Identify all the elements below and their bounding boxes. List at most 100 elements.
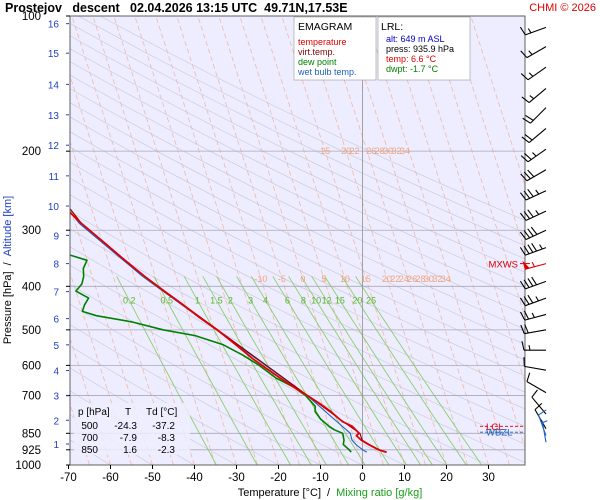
isotherm-label: 32	[432, 274, 442, 284]
isotherm-label: 22	[349, 146, 359, 156]
barb-flag	[523, 211, 531, 220]
x-tick-label: -50	[144, 472, 161, 484]
barb-half-flag	[528, 345, 531, 351]
barb-half-flag	[539, 244, 543, 250]
barb-flag	[520, 192, 527, 201]
barb-staff	[527, 66, 547, 81]
table-cell: -7.9	[120, 433, 138, 444]
barb-flag	[527, 169, 535, 178]
dry-adiabat	[70, 61, 525, 287]
barb-staff	[524, 263, 547, 270]
isotherm-label: 10	[340, 274, 350, 284]
barb-half-flag	[535, 296, 539, 302]
mixing-ratio-line	[355, 276, 483, 465]
wind-barb	[526, 372, 547, 394]
mixing-ratio-label: 4	[263, 295, 268, 305]
axes: 1002003004005006007008509251000123456789…	[15, 11, 526, 484]
altitude-tick-label: 15	[48, 49, 60, 60]
isotherm-line	[281, 16, 426, 465]
barb-half-flag	[532, 152, 537, 157]
isotherm-label: 30	[424, 274, 434, 284]
mixing-ratio-line	[341, 276, 467, 465]
isotherm-label: 20	[382, 274, 392, 284]
barb-flag	[523, 171, 531, 180]
barb-flag	[524, 152, 532, 160]
barb-flag	[523, 190, 531, 199]
isotherm-line	[365, 16, 510, 465]
y-tick-label: 1000	[15, 460, 41, 472]
y-tick-label: 600	[22, 360, 41, 372]
x-tick-label: -60	[102, 472, 119, 484]
wind-barb	[520, 189, 547, 201]
barb-flag	[534, 402, 543, 411]
altitude-tick-label: 14	[48, 80, 60, 91]
mixing-ratio-label: 1.5	[210, 295, 223, 305]
x-tick-label: 30	[482, 472, 495, 484]
barb-flag	[523, 310, 530, 320]
isotherm-label: 26	[407, 274, 417, 284]
level-marker-label: MXWS	[488, 260, 518, 271]
y-axis-title: Pressure [hPa]/Altitude [km]	[2, 196, 14, 344]
barb-half-flag	[531, 261, 535, 267]
dry-adiabat	[100, 16, 525, 221]
x-tick-label: -40	[186, 472, 203, 484]
barb-flag	[523, 230, 531, 239]
isotherm-line	[197, 16, 342, 465]
wind-barb	[521, 88, 547, 104]
barb-flag	[523, 245, 530, 255]
y-tick-label: 500	[22, 325, 41, 337]
dry-adiabat	[70, 35, 525, 260]
isotherm-label: 20	[341, 146, 351, 156]
barb-flag	[520, 155, 529, 163]
wind-barb	[520, 324, 547, 335]
barb-flag	[527, 294, 534, 304]
series-line-dew-point	[70, 254, 352, 453]
isotherm-label: 26	[366, 146, 376, 156]
mixing-ratio-label: 0.2	[123, 295, 136, 305]
altitude-tick-label: 5	[53, 341, 59, 352]
wind-barb	[523, 357, 547, 371]
table-header-p: p [hPa]	[78, 407, 110, 418]
barb-half-flag	[542, 420, 548, 424]
y-tick-label: 700	[22, 390, 41, 402]
dry-adiabat	[70, 88, 525, 315]
isotherm-line	[70, 205, 153, 465]
legend-item-dew-point: dew point	[298, 57, 337, 67]
altitude-tick-label: 10	[48, 202, 60, 213]
mixing-ratio-label: 6	[285, 295, 290, 305]
barb-flag	[538, 409, 547, 416]
dry-adiabat	[70, 102, 525, 330]
isotherm-line	[260, 16, 405, 465]
wind-barb	[520, 46, 547, 59]
plot-frame	[69, 15, 526, 466]
barb-flag	[520, 324, 525, 334]
isotherm-line	[239, 16, 384, 465]
barb-half-flag	[529, 95, 535, 100]
mixing-ratio-line	[202, 276, 312, 465]
isotherm-line	[302, 16, 447, 465]
table-cell: 1.6	[123, 445, 137, 456]
barb-flag	[523, 279, 530, 288]
y-tick-label: 850	[22, 428, 41, 440]
lrl-box: LRL: alt: 649 m ASL press: 935.9 hPa tem…	[377, 16, 471, 81]
wind-barb	[521, 341, 546, 351]
barb-half-flag	[528, 72, 534, 77]
altitude-tick-label: 8	[53, 260, 59, 271]
isotherm-line	[92, 16, 237, 465]
legend-item-temperature: temperature	[298, 37, 347, 47]
x-tick-label: 0	[359, 472, 365, 484]
profiles	[70, 207, 388, 453]
y-tick-label: 300	[22, 225, 41, 237]
x-tick-label: -20	[270, 472, 287, 484]
wind-barb	[520, 66, 547, 81]
barb-flag	[527, 209, 534, 218]
barb-staff	[525, 26, 547, 36]
barb-flag	[530, 226, 538, 235]
level-marker-label: WBZL	[486, 428, 512, 439]
isotherm-line	[323, 16, 468, 465]
dry-adiabat	[70, 23, 525, 247]
wind-barb	[521, 128, 547, 144]
barb-flag	[531, 389, 538, 398]
altitude-tick-label: 6	[53, 315, 59, 326]
